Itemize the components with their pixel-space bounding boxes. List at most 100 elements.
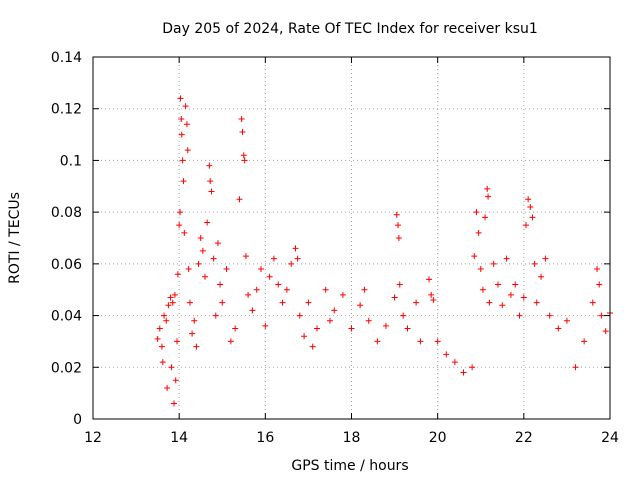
- data-point: [469, 364, 476, 371]
- data-point: [258, 266, 265, 273]
- data-point: [507, 291, 514, 298]
- data-point: [451, 359, 458, 366]
- axis-ticks: 12 14 16 18 20 22 24 0 0.02 0.04 0.06 0.08 0.1 0.12 0.…: [51, 50, 619, 446]
- data-point: [181, 229, 188, 236]
- data-point: [171, 291, 178, 298]
- data-point: [434, 338, 441, 345]
- data-point: [527, 203, 534, 210]
- data-point: [471, 253, 478, 260]
- y-tick-label: 0: [73, 412, 82, 428]
- data-point: [183, 121, 190, 128]
- data-point: [309, 343, 316, 350]
- data-point: [197, 235, 204, 241]
- data-point: [400, 312, 407, 319]
- data-point: [357, 302, 364, 309]
- x-tick-label: 12: [84, 430, 102, 446]
- data-point: [186, 299, 193, 306]
- data-point: [185, 266, 192, 273]
- data-point: [179, 157, 186, 164]
- data-point: [598, 312, 605, 319]
- data-point: [239, 128, 246, 135]
- data-point: [177, 209, 184, 216]
- data-point: [396, 281, 403, 288]
- data-point: [473, 209, 480, 216]
- data-point: [581, 338, 588, 345]
- data-point: [374, 338, 381, 345]
- x-tick-label: 22: [515, 430, 533, 446]
- data-point: [210, 255, 217, 262]
- grid-lines: [93, 57, 610, 419]
- data-point: [428, 291, 435, 298]
- data-point: [391, 294, 398, 301]
- data-point: [542, 255, 549, 262]
- data-point: [217, 281, 224, 288]
- data-point: [596, 281, 603, 288]
- data-point: [204, 219, 211, 226]
- data-point: [199, 247, 206, 254]
- data-point: [283, 286, 290, 293]
- data-point: [326, 317, 333, 324]
- data-point: [172, 377, 179, 384]
- data-point: [430, 297, 437, 304]
- data-point: [189, 330, 196, 337]
- data-point: [520, 294, 527, 301]
- data-point: [262, 322, 269, 329]
- data-point: [275, 281, 282, 288]
- data-point: [219, 299, 226, 306]
- data-point: [594, 266, 601, 273]
- data-point: [159, 359, 166, 366]
- data-point: [395, 222, 402, 229]
- data-point: [174, 338, 181, 345]
- data-point: [182, 103, 189, 110]
- data-point: [240, 152, 247, 159]
- data-point: [395, 235, 402, 241]
- data-point: [477, 266, 484, 273]
- data-point: [305, 299, 312, 306]
- data-point: [245, 291, 252, 298]
- y-tick-label: 0.1: [60, 153, 82, 169]
- data-point: [164, 384, 171, 391]
- y-tick-label: 0.04: [51, 309, 82, 325]
- data-point: [589, 299, 596, 306]
- data-point: [163, 317, 170, 324]
- data-point: [227, 338, 234, 345]
- data-point: [516, 312, 523, 319]
- data-point: [249, 307, 256, 314]
- data-point: [301, 333, 308, 340]
- data-point: [161, 312, 168, 319]
- data-point: [191, 317, 198, 324]
- data-point: [242, 253, 249, 260]
- data-point: [292, 245, 299, 252]
- data-point: [485, 193, 492, 200]
- data-point: [223, 266, 230, 273]
- data-point: [208, 188, 215, 195]
- data-point: [417, 338, 424, 345]
- y-axis-title: ROTI / TECUs: [7, 192, 23, 284]
- data-point: [602, 328, 609, 335]
- data-point: [522, 222, 529, 229]
- data-point: [180, 178, 187, 185]
- data-point: [538, 273, 545, 280]
- data-point: [512, 281, 519, 288]
- data-point: [533, 299, 540, 306]
- data-point: [178, 131, 185, 138]
- x-tick-label: 14: [170, 430, 188, 446]
- data-point: [174, 271, 181, 278]
- data-point: [168, 364, 175, 371]
- data-point: [206, 162, 213, 169]
- chart-title: Day 205 of 2024, Rate Of TEC Index for r…: [162, 21, 538, 37]
- data-point: [572, 364, 579, 371]
- data-point: [426, 276, 433, 283]
- data-point: [503, 255, 510, 262]
- data-point: [156, 325, 163, 332]
- data-point: [499, 302, 506, 309]
- data-point: [475, 229, 482, 236]
- data-point: [443, 351, 450, 358]
- data-point: [348, 325, 355, 332]
- data-point: [361, 286, 368, 293]
- data-point: [529, 214, 536, 221]
- y-tick-label: 0.02: [51, 360, 82, 376]
- data-point: [241, 157, 248, 164]
- data-point: [296, 312, 303, 319]
